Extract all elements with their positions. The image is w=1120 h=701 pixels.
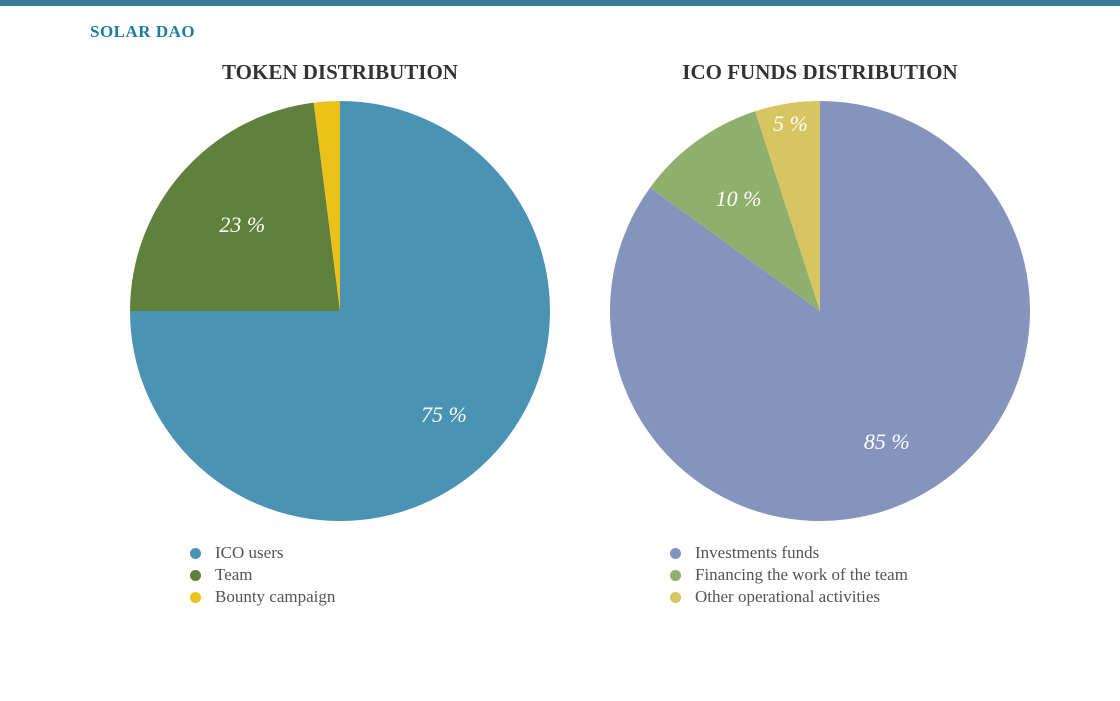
legend-dot-icon — [190, 592, 201, 603]
legend-label: Investments funds — [695, 543, 819, 563]
slice-label: 75 % — [421, 402, 467, 428]
chart-token-distribution: TOKEN DISTRIBUTION 75 %23 %2 % ICO users… — [100, 50, 580, 609]
legend-label: ICO users — [215, 543, 283, 563]
legend-item: Other operational activities — [670, 587, 908, 607]
charts-row: TOKEN DISTRIBUTION 75 %23 %2 % ICO users… — [0, 50, 1120, 609]
pie-chart: 75 %23 %2 % — [130, 101, 550, 521]
slice-label: 10 % — [716, 186, 762, 212]
legend-dot-icon — [670, 570, 681, 581]
legend-label: Bounty campaign — [215, 587, 335, 607]
legend-item: Investments funds — [670, 543, 908, 563]
legend-dot-icon — [190, 548, 201, 559]
legend: Investments fundsFinancing the work of t… — [580, 541, 908, 609]
pie-chart: 85 % 10 % 5 % — [610, 101, 1030, 521]
slice-label: 2 % — [309, 76, 344, 102]
legend-item: ICO users — [190, 543, 335, 563]
slice-label: 5 % — [773, 111, 808, 137]
slice-label: 23 % — [219, 212, 265, 238]
slice-label: 85 % — [864, 429, 910, 455]
legend-item: Team — [190, 565, 335, 585]
chart-ico-funds-distribution: ICO FUNDS DISTRIBUTION 85 % 10 % 5 % Inves… — [580, 50, 1060, 609]
legend-dot-icon — [670, 548, 681, 559]
legend-label: Other operational activities — [695, 587, 880, 607]
pie-slice — [130, 103, 340, 311]
legend-dot-icon — [190, 570, 201, 581]
chart-title: ICO FUNDS DISTRIBUTION — [682, 60, 957, 85]
legend-label: Financing the work of the team — [695, 565, 908, 585]
legend-item: Bounty campaign — [190, 587, 335, 607]
legend-dot-icon — [670, 592, 681, 603]
legend-item: Financing the work of the team — [670, 565, 908, 585]
legend-label: Team — [215, 565, 253, 585]
page-title: SOLAR DAO — [0, 6, 1120, 50]
legend: ICO usersTeamBounty campaign — [100, 541, 335, 609]
